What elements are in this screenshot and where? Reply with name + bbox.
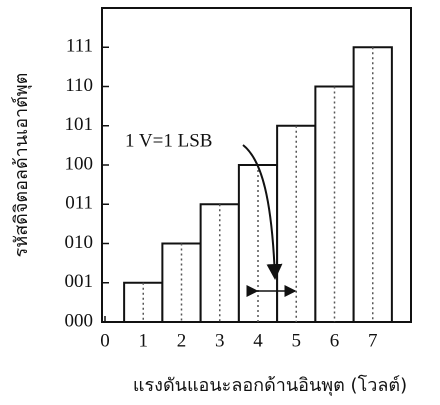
y-tick-label: 110	[65, 75, 93, 96]
x-tick-label: 6	[330, 330, 340, 351]
y-tick-label: 011	[65, 193, 93, 214]
x-tick-label: 2	[177, 330, 187, 351]
x-tick-label: 7	[368, 330, 378, 351]
x-tick-label: 0	[100, 330, 110, 351]
chart: แรงดันแอนะลอกด้านอินพุต (โวลต์) รหัสดิจิ…	[0, 0, 440, 405]
x-axis-label: แรงดันแอนะลอกด้านอินพุต (โวลต์)	[133, 374, 407, 396]
x-tick-label: 1	[139, 330, 149, 351]
y-tick-label: 100	[65, 153, 94, 174]
x-tick-label: 3	[215, 330, 225, 351]
y-tick-label: 000	[65, 310, 94, 331]
y-tick-label: 001	[65, 271, 94, 292]
y-tick-label: 111	[66, 36, 93, 57]
y-axis-label: รหัสดิจิตอลด้านเอาต์พุต	[11, 73, 32, 258]
y-tick-label: 010	[65, 232, 94, 253]
annotation: 1 V=1 LSB	[125, 130, 212, 151]
step	[239, 165, 277, 322]
x-tick-label: 5	[292, 330, 302, 351]
x-tick-label: 4	[253, 330, 263, 351]
y-tick-label: 101	[65, 114, 94, 135]
